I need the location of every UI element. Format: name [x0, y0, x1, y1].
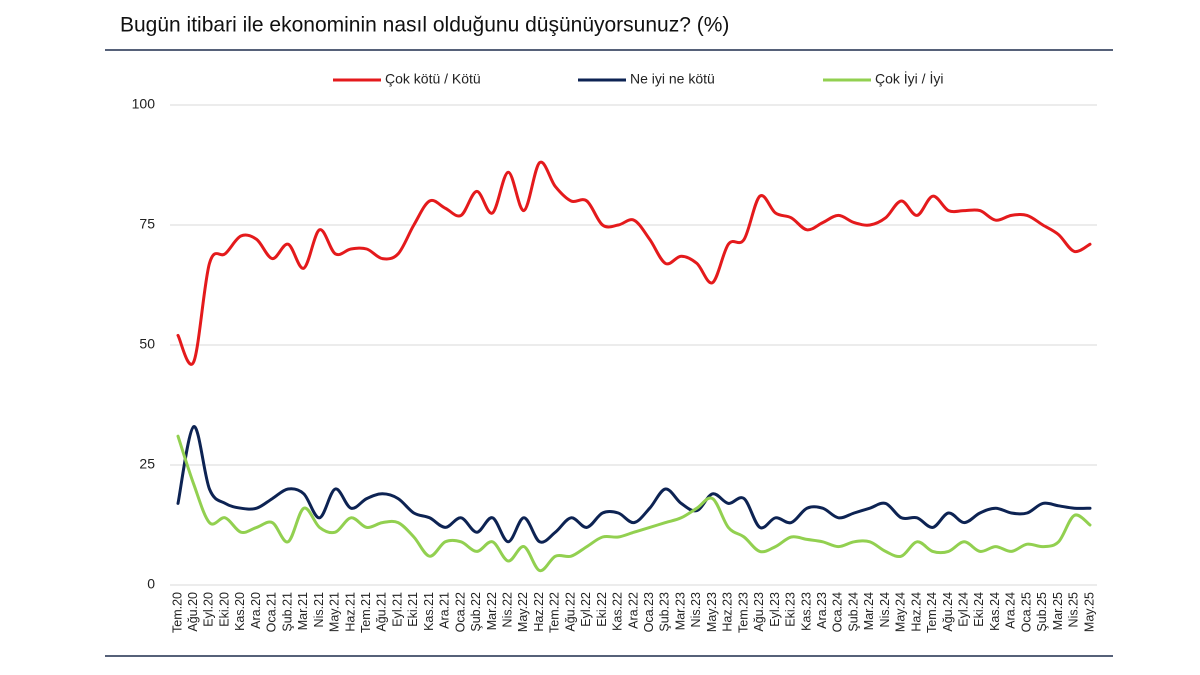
- x-tick-label: Eyl.20: [202, 592, 216, 627]
- x-tick-label: Oca.22: [453, 592, 467, 632]
- x-tick-label: Nis.25: [1067, 592, 1081, 627]
- x-tick-label: Eyl.21: [390, 592, 404, 627]
- x-tick-label: Ara.21: [438, 592, 452, 629]
- x-tick-label: Ara.22: [626, 592, 640, 629]
- x-tick-label: Nis.23: [689, 592, 703, 627]
- y-tick-label: 25: [139, 456, 155, 472]
- x-tick-label: Tem.20: [170, 592, 184, 633]
- x-tick-label: Eki.21: [406, 592, 420, 627]
- x-tick-label: Ara.23: [815, 592, 829, 629]
- x-tick-label: Tem.21: [359, 592, 373, 633]
- x-tick-label: Şub.25: [1035, 592, 1049, 632]
- x-tick-label: Mar.21: [296, 592, 310, 630]
- x-tick-label: Ağu.24: [941, 592, 955, 632]
- legend-label: Ne iyi ne kötü: [630, 71, 715, 87]
- x-tick-label: Haz.21: [343, 592, 357, 632]
- x-tick-label: Mar.25: [1051, 592, 1065, 630]
- x-tick-label: Kas.22: [611, 592, 625, 631]
- x-tick-label: Eki.22: [595, 592, 609, 627]
- y-tick-label: 75: [139, 216, 155, 232]
- x-tick-label: Haz.22: [532, 592, 546, 632]
- x-tick-label: Kas.20: [233, 592, 247, 631]
- x-tick-label: Şub.24: [846, 592, 860, 632]
- x-tick-label: Ara.24: [1004, 592, 1018, 629]
- x-tick-label: Eyl.23: [768, 592, 782, 627]
- series-line: [176, 425, 1092, 544]
- x-tick-label: Haz.23: [721, 592, 735, 632]
- y-tick-label: 50: [139, 336, 155, 352]
- x-tick-label: May.21: [328, 592, 342, 632]
- legend-label: Çok kötü / Kötü: [385, 71, 481, 87]
- x-tick-label: Nis.21: [312, 592, 326, 627]
- x-tick-label: Mar.24: [862, 592, 876, 630]
- x-tick-label: Eyl.24: [957, 592, 971, 627]
- x-tick-label: Oca.23: [642, 592, 656, 632]
- x-tick-label: Nis.24: [878, 592, 892, 627]
- x-tick-label: Şub.23: [658, 592, 672, 632]
- x-tick-label: Oca.21: [265, 592, 279, 632]
- x-tick-label: Kas.23: [799, 592, 813, 631]
- x-tick-label: Tem.22: [548, 592, 562, 633]
- x-tick-label: Ara.20: [249, 592, 263, 629]
- series-line: [176, 434, 1092, 573]
- x-tick-label: Oca.25: [1019, 592, 1033, 632]
- x-tick-label: Mar.22: [485, 592, 499, 630]
- x-tick-label: Şub.22: [469, 592, 483, 632]
- x-tick-label: May.23: [705, 592, 719, 632]
- x-tick-label: Kas.21: [422, 592, 436, 631]
- x-tick-label: Ağu.23: [752, 592, 766, 632]
- x-tick-label: Eki.23: [784, 592, 798, 627]
- x-tick-label: Eki.20: [217, 592, 231, 627]
- x-tick-label: May.25: [1082, 592, 1096, 632]
- y-tick-label: 0: [147, 576, 155, 592]
- x-tick-label: Ağu.20: [186, 592, 200, 632]
- x-tick-label: May.24: [894, 592, 908, 632]
- legend-label: Çok İyi / İyi: [875, 70, 943, 87]
- x-tick-label: Nis.22: [501, 592, 515, 627]
- x-tick-label: May.22: [516, 592, 530, 632]
- x-tick-label: Eki.24: [972, 592, 986, 627]
- series-line: [176, 160, 1092, 366]
- x-tick-label: Oca.24: [831, 592, 845, 632]
- x-tick-label: Ağu.21: [375, 592, 389, 632]
- x-tick-label: Haz.24: [909, 592, 923, 632]
- x-tick-label: Şub.21: [280, 592, 294, 632]
- x-tick-label: Tem.23: [736, 592, 750, 633]
- x-tick-label: Mar.23: [673, 592, 687, 630]
- chart-title: Bugün itibari ile ekonominin nasıl olduğ…: [120, 14, 729, 37]
- x-tick-label: Kas.24: [988, 592, 1002, 631]
- x-tick-label: Eyl.22: [579, 592, 593, 627]
- y-tick-label: 100: [132, 96, 156, 112]
- x-tick-label: Ağu.22: [563, 592, 577, 632]
- x-tick-label: Tem.24: [925, 592, 939, 633]
